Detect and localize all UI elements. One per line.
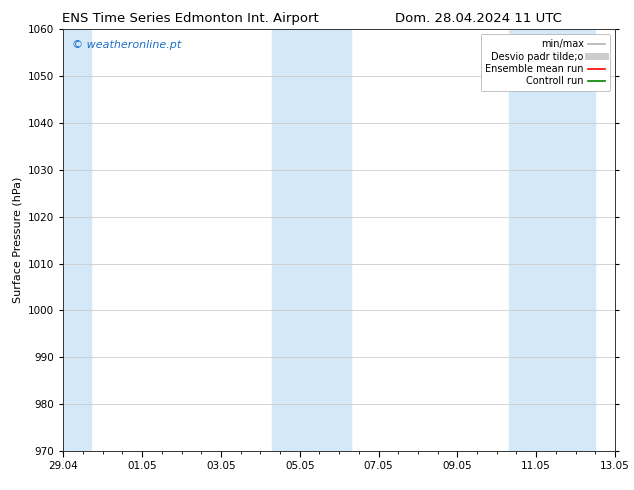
Bar	[508, 29, 595, 451]
Bar	[63, 29, 91, 451]
Text: © weatheronline.pt: © weatheronline.pt	[72, 40, 181, 50]
Text: Dom. 28.04.2024 11 UTC: Dom. 28.04.2024 11 UTC	[395, 12, 562, 25]
Text: ENS Time Series Edmonton Int. Airport: ENS Time Series Edmonton Int. Airport	[62, 12, 318, 25]
Y-axis label: Surface Pressure (hPa): Surface Pressure (hPa)	[13, 177, 23, 303]
Legend: min/max, Desvio padr tilde;o, Ensemble mean run, Controll run: min/max, Desvio padr tilde;o, Ensemble m…	[481, 34, 610, 91]
Bar	[272, 29, 351, 451]
